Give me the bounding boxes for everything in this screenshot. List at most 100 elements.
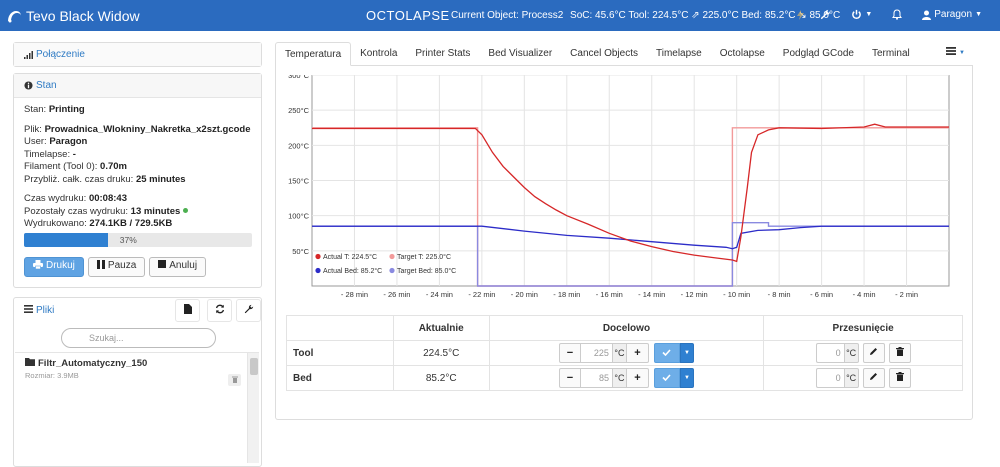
system-menu[interactable]: ▼ <box>841 9 882 20</box>
tab-gcode-viewer[interactable]: Podgląd GCode <box>782 48 854 59</box>
power-icon <box>851 9 862 20</box>
list-item[interactable]: Filtr_Automatyczny_150 Rozmiar: 3.9MB <box>25 358 241 386</box>
pencil-icon <box>869 347 878 359</box>
pause-button-label: Pauza <box>107 260 137 272</box>
cancel-button[interactable]: Anuluj <box>149 256 207 277</box>
x-tick-label: - 10 min <box>723 290 750 299</box>
files-header[interactable]: Pliki <box>14 298 261 322</box>
state-title[interactable]: Stan <box>36 80 57 91</box>
x-axis: - 28 min - 26 min - 24 min - 22 min - 20 min… <box>341 290 918 299</box>
connection-header[interactable]: Połączenie <box>14 43 261 66</box>
increase-button[interactable]: + <box>626 368 649 388</box>
y-tick-label: 50°C <box>292 247 309 256</box>
target-presets-dropdown[interactable]: ▼ <box>679 343 694 363</box>
decrease-button[interactable]: − <box>558 343 581 363</box>
print-progress-bar: 37% <box>24 232 252 247</box>
temperature-table: Aktualnie Docelowo Przesunięcie Tool 224… <box>286 315 963 391</box>
increase-button[interactable]: + <box>626 343 649 363</box>
row-name: Bed <box>286 365 394 391</box>
reset-offset-button[interactable] <box>888 343 911 363</box>
trash-icon <box>895 372 904 384</box>
status-bar: Current Object: Process2 SoC: 45.6°C Too… <box>451 10 840 21</box>
edit-offset-button[interactable] <box>862 343 885 363</box>
user-icon <box>922 10 932 20</box>
tab-kontrola[interactable]: Kontrola <box>360 48 398 59</box>
scrollbar-thumb[interactable] <box>250 358 258 375</box>
pause-icon <box>96 259 105 274</box>
tab-terminal[interactable]: Terminal <box>871 48 910 59</box>
file-item-size: Rozmiar: 3.9MB <box>25 371 79 380</box>
refresh-files-button[interactable] <box>207 299 232 322</box>
signal-icon <box>24 50 33 59</box>
tab-temperatura[interactable]: Temperatura <box>275 42 352 66</box>
state-value: Printing <box>48 104 85 115</box>
legend-label: Target T: 225.0°C <box>397 253 451 261</box>
x-tick-label: - 16 min <box>596 290 623 299</box>
x-tick-label: - 22 min <box>468 290 495 299</box>
row-name: Tool <box>286 340 394 366</box>
series-line-actual-t <box>312 123 949 263</box>
hamburger-icon <box>946 47 957 58</box>
y-tick-label: 250°C <box>288 106 310 115</box>
stop-icon <box>158 260 167 273</box>
file-tools-button[interactable] <box>236 299 261 322</box>
connection-title[interactable]: Połączenie <box>36 49 85 60</box>
tab-bed-visualizer[interactable]: Bed Visualizer <box>488 48 553 59</box>
delete-file-button[interactable] <box>228 374 241 386</box>
x-tick-label: - 2 min <box>895 290 918 299</box>
brand-name: Tevo Black Widow <box>26 7 140 24</box>
tool-target: 225.0°C <box>702 10 739 21</box>
edit-offset-button[interactable] <box>862 368 885 388</box>
notifications-bell-icon[interactable] <box>882 9 912 20</box>
tab-octolapse[interactable]: Octolapse <box>719 48 765 59</box>
set-target-button[interactable] <box>653 343 680 363</box>
series-line-target-bed <box>312 222 949 287</box>
files-panel: Pliki Szukaj... Filtr_Automatyczny_150 R… <box>13 297 262 467</box>
x-tick-label: - 14 min <box>638 290 665 299</box>
tab-printer-stats[interactable]: Printer Stats <box>415 48 471 59</box>
file-icon <box>183 304 192 317</box>
reset-offset-button[interactable] <box>888 368 911 388</box>
settings-wrench-icon[interactable] <box>810 9 841 20</box>
table-row: Bed 85.2°C − 85 °C + ▼ 0 °C <box>286 365 963 391</box>
info-circle-icon <box>24 81 33 90</box>
offset-input[interactable]: 0 <box>815 343 844 363</box>
files-title[interactable]: Pliki <box>36 304 55 316</box>
check-icon <box>662 373 672 384</box>
printed-value: 274.1KB / 729.5KB <box>89 218 173 229</box>
power-status-icon <box>791 9 810 20</box>
file-search-input[interactable]: Szukaj... <box>61 328 216 348</box>
chevron-down-icon: ▼ <box>683 375 690 381</box>
user-menu[interactable]: Paragon ▼ <box>912 9 992 20</box>
x-tick-label: - 24 min <box>426 290 453 299</box>
connection-panel: Połączenie <box>13 42 262 67</box>
target-input[interactable]: 85 <box>580 368 612 388</box>
user-value: Paragon <box>49 136 88 147</box>
status-dot-icon <box>183 207 189 213</box>
decrease-button[interactable]: − <box>558 368 581 388</box>
tabs-overflow-menu[interactable]: ▼ <box>946 47 965 58</box>
target-input[interactable]: 225 <box>580 343 612 363</box>
pause-button[interactable]: Pauza <box>87 256 146 277</box>
tool-target-icon: ⇗ <box>691 10 700 21</box>
file-list-scrollbar[interactable] <box>247 353 259 463</box>
upload-file-button[interactable] <box>175 299 200 322</box>
print-button-label: Drukuj <box>46 260 75 272</box>
unit-label: °C <box>843 343 859 363</box>
approx-time-line: Przybliż. całk. czas druku: 25 minutes <box>24 173 186 185</box>
print-button[interactable]: Drukuj <box>24 256 84 277</box>
x-tick-label: - 6 min <box>810 290 833 299</box>
main-tabs: Temperatura Kontrola Printer Stats Bed V… <box>275 42 973 66</box>
y-tick-label: 100°C <box>288 212 310 221</box>
target-presets-dropdown[interactable]: ▼ <box>679 368 694 388</box>
offset-input[interactable]: 0 <box>815 368 844 388</box>
state-header[interactable]: Stan <box>14 74 261 98</box>
tab-timelapse[interactable]: Timelapse <box>655 48 702 59</box>
set-target-button[interactable] <box>653 368 680 388</box>
tab-cancel-objects[interactable]: Cancel Objects <box>570 48 638 59</box>
brand[interactable]: Tevo Black Widow <box>0 8 140 24</box>
octolapse-label[interactable]: OCTOLAPSE <box>366 8 450 23</box>
legend-swatch <box>389 253 395 260</box>
time-left-line: Pozostały czas wydruku: 13 minutes <box>24 206 251 219</box>
